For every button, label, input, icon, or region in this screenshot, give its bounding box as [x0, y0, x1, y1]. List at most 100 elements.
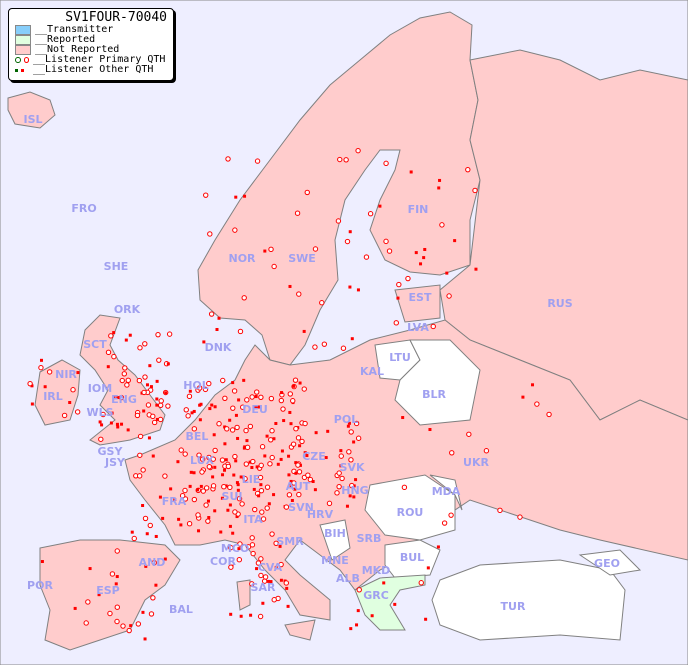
listener-other-marker: [289, 481, 293, 485]
listener-other-marker: [428, 428, 432, 432]
listener-other-marker: [235, 481, 239, 485]
listener-other-marker: [288, 410, 292, 414]
country-label-bel: BEL: [186, 430, 209, 443]
country-label-hol: HOL: [183, 379, 209, 392]
listener-primary-marker: [212, 447, 218, 454]
listener-other-marker: [287, 473, 291, 477]
listener-other-marker: [298, 444, 302, 448]
listener-primary-marker: [305, 472, 311, 478]
listener-other-marker: [438, 178, 442, 182]
listener-primary-marker: [472, 187, 478, 194]
listener-primary-marker: [229, 427, 236, 433]
listener-primary-marker: [158, 398, 164, 404]
listener-other-marker: [116, 425, 120, 429]
listener-primary-marker: [232, 453, 238, 460]
country-scandinavia: [197, 11, 481, 366]
listener-primary-marker: [254, 389, 260, 395]
country-label-tur: TUR: [501, 600, 526, 613]
listener-other-marker: [235, 515, 239, 519]
listener-other-marker: [219, 530, 223, 534]
listener-other-marker: [169, 487, 173, 491]
listener-primary-marker: [249, 394, 255, 400]
listener-primary-marker: [449, 450, 455, 456]
listener-primary-marker: [319, 300, 325, 306]
listener-other-marker: [224, 458, 228, 462]
listener-primary-marker: [147, 522, 153, 529]
listener-other-marker: [378, 204, 382, 208]
listener-primary-marker: [107, 610, 113, 617]
listener-primary-marker: [232, 509, 238, 515]
listener-other-marker: [289, 485, 293, 489]
listener-other-marker: [305, 454, 309, 458]
listener-primary-marker: [137, 345, 143, 351]
listener-primary-marker: [241, 295, 247, 301]
listener-other-marker: [164, 391, 168, 395]
country-label-ukr: UKR: [463, 456, 489, 469]
listener-primary-marker: [271, 597, 277, 603]
listener-primary-marker: [273, 540, 279, 547]
listener-other-marker: [198, 403, 202, 407]
listener-primary-marker: [383, 160, 389, 167]
listener-other-marker: [231, 531, 235, 535]
listener-other-marker: [130, 530, 134, 534]
listener-other-marker: [248, 460, 252, 464]
listener-primary-marker: [216, 421, 222, 427]
listener-primary-marker: [448, 512, 454, 518]
listener-primary-marker: [356, 587, 362, 593]
listener-primary-marker: [355, 147, 361, 154]
listener-primary-marker: [353, 420, 360, 427]
listener-primary-marker: [267, 461, 273, 467]
listener-primary-marker: [200, 488, 206, 494]
listener-primary-marker: [100, 411, 106, 418]
country-isl: [7, 91, 56, 129]
listener-other-marker: [76, 371, 80, 375]
listener-primary-marker: [259, 509, 265, 515]
listener-other-marker: [226, 508, 230, 512]
listener-primary-marker: [202, 386, 209, 393]
country-label-smr: SMR: [276, 535, 304, 548]
country-label-eng: ENG: [111, 393, 137, 406]
listener-other-marker: [370, 614, 374, 618]
country-label-ork: ORK: [114, 303, 141, 316]
listener-primary-marker: [367, 211, 374, 217]
country-label-fra: FRA: [162, 495, 187, 508]
listener-other-marker: [112, 331, 116, 335]
listener-primary-marker: [135, 621, 142, 627]
listener-other-marker: [100, 423, 104, 427]
listener-other-marker: [303, 451, 307, 455]
listener-primary-marker: [131, 535, 137, 542]
listener-other-marker: [148, 364, 152, 368]
listener-other-marker: [234, 413, 238, 417]
listener-other-marker: [129, 624, 133, 628]
listener-other-marker: [128, 333, 132, 337]
listener-other-marker: [243, 194, 247, 198]
listener-other-marker: [255, 465, 259, 469]
listener-primary-marker: [114, 548, 120, 554]
listener-other-marker: [339, 464, 343, 468]
listener-other-marker: [212, 433, 216, 437]
listener-primary-marker: [206, 454, 212, 461]
listener-other-marker: [195, 488, 199, 492]
country-label-dnk: DNK: [205, 341, 232, 354]
listener-primary-marker: [296, 491, 302, 498]
listener-primary-marker: [237, 541, 243, 547]
listener-primary-marker: [221, 484, 227, 490]
listener-primary-marker: [156, 357, 162, 363]
listener-primary-marker: [283, 504, 290, 510]
listener-other-marker: [274, 421, 278, 425]
listener-other-marker: [39, 358, 43, 362]
listener-primary-marker: [405, 275, 411, 282]
listener-primary-marker: [151, 559, 157, 566]
listener-other-marker: [242, 378, 246, 382]
listener-other-marker: [280, 391, 284, 395]
listener-other-marker: [293, 487, 297, 491]
listener-other-marker: [163, 557, 167, 561]
listener-other-marker: [348, 285, 352, 289]
country-label-irl: IRL: [43, 390, 63, 403]
listener-primary-marker: [70, 387, 76, 393]
country-label-jsy: JSY: [104, 456, 126, 469]
country-label-hng: HNG: [341, 484, 368, 497]
listener-primary-marker: [222, 395, 228, 402]
listener-primary-marker: [249, 542, 256, 548]
country-bul: [384, 539, 441, 579]
